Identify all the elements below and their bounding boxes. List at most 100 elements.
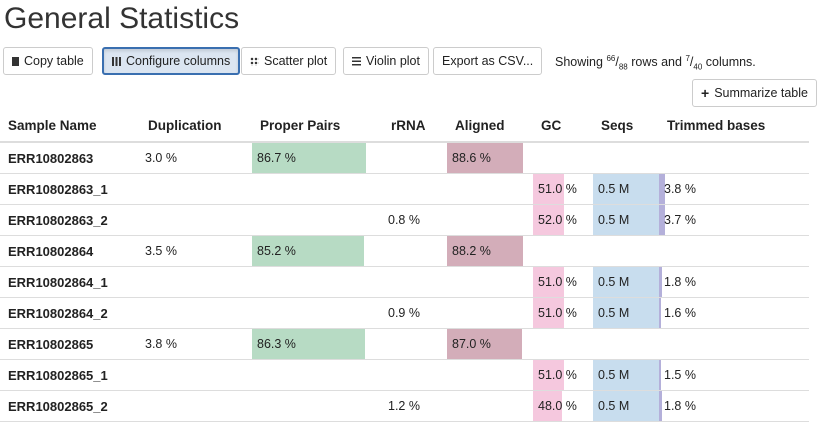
table-cell: [593, 142, 659, 174]
cell-bar: [659, 298, 662, 328]
table-cell: 48.0 %: [533, 390, 593, 422]
table-cell: 51.0 %: [533, 173, 593, 205]
column-header: Proper Pairs: [252, 110, 383, 143]
table-cell: 88.6 %: [447, 142, 533, 174]
cell-value: 0.5 M: [598, 213, 630, 227]
cell-value: 1.2 %: [388, 399, 420, 413]
configure-columns-button[interactable]: Configure columns: [102, 47, 241, 75]
stats-table: Sample Name Duplication Proper Pairs rRNA Al…: [0, 110, 809, 422]
violin-plot-button[interactable]: Violin plot: [343, 47, 429, 75]
cell-bar: [533, 174, 564, 204]
column-header: Seqs: [593, 110, 659, 143]
cell-bar: [659, 360, 662, 390]
table-cell: [447, 204, 533, 236]
cell-bar: [447, 143, 524, 173]
table-cell: 51.0 %: [533, 297, 593, 329]
table-cell: [140, 266, 252, 298]
cell-bar: [659, 205, 665, 235]
cell-value: 52.0 %: [538, 213, 577, 227]
table-cell: [252, 204, 383, 236]
cell-value: 3.0 %: [145, 151, 177, 165]
table-cell: 85.2 %: [252, 235, 383, 267]
table-row: ERR10802864_1 51.0 % 0.5 M 1.8 %: [0, 266, 809, 298]
sample-name: ERR10802864_1: [0, 266, 140, 298]
table-cell: [383, 235, 447, 267]
sample-name: ERR10802864_2: [0, 297, 140, 329]
table-cell: 0.5 M: [593, 297, 659, 329]
button-label: Configure columns: [126, 54, 231, 68]
cell-value: 0.5 M: [598, 399, 630, 413]
table-cell: [447, 390, 533, 422]
cell-value: 0.8 %: [388, 213, 420, 227]
cell-value: 3.8 %: [145, 337, 177, 351]
status-text: columns.: [705, 55, 756, 70]
cell-value: 86.3 %: [257, 337, 296, 351]
cell-bar: [252, 329, 366, 359]
column-header: Trimmed bases: [659, 110, 809, 143]
cell-value: 1.5 %: [664, 368, 696, 382]
cols-shown: 7: [685, 54, 690, 63]
column-header: GC: [533, 110, 593, 143]
cell-value: 1.6 %: [664, 306, 696, 320]
sample-name: ERR10802863_1: [0, 173, 140, 205]
cell-value: 88.2 %: [452, 244, 491, 258]
cols-total: 40: [693, 62, 703, 72]
table-cell: 3.0 %: [140, 142, 252, 174]
cell-value: 86.7 %: [257, 151, 296, 165]
table-cell: 0.5 M: [593, 173, 659, 205]
table-cell: [533, 142, 593, 174]
cell-bar: [252, 236, 364, 266]
table-cell: 1.5 %: [659, 359, 809, 391]
cell-bar: [593, 360, 659, 390]
export-csv-button[interactable]: Export as CSV...: [433, 47, 543, 75]
row-count-status: Showing 66/88 rows and 7/40 columns.: [555, 54, 756, 72]
table-cell: [383, 173, 447, 205]
button-label: Copy table: [24, 54, 84, 68]
status-text: Showing: [555, 55, 603, 70]
cell-value: 1.8 %: [664, 399, 696, 413]
table-cell: 86.7 %: [252, 142, 383, 174]
table-row: ERR10802863 3.0 % 86.7 % 88.6 %: [0, 142, 809, 174]
table-cell: 0.8 %: [383, 204, 447, 236]
table-cell: 1.6 %: [659, 297, 809, 329]
table-cell: [252, 390, 383, 422]
sample-name: ERR10802864: [0, 235, 140, 267]
sample-name: ERR10802865_2: [0, 390, 140, 422]
cell-bar: [593, 391, 659, 421]
table-row: ERR10802865_1 51.0 % 0.5 M 1.5 %: [0, 359, 809, 391]
table-cell: [252, 173, 383, 205]
table-cell: 51.0 %: [533, 359, 593, 391]
button-label: Summarize table: [714, 86, 808, 100]
sample-name: ERR10802863_2: [0, 204, 140, 236]
status-text: rows and: [631, 55, 682, 70]
cell-value: 51.0 %: [538, 275, 577, 289]
cell-value: 48.0 %: [538, 399, 577, 413]
table-cell: [252, 359, 383, 391]
cell-value: 51.0 %: [538, 182, 577, 196]
cell-value: 51.0 %: [538, 306, 577, 320]
table-cell: [447, 173, 533, 205]
table-cell: 3.8 %: [140, 328, 252, 360]
cell-bar: [533, 298, 564, 328]
table-cell: [533, 328, 593, 360]
table-cell: 87.0 %: [447, 328, 533, 360]
rows-shown: 66: [606, 54, 616, 63]
table-cell: 0.5 M: [593, 359, 659, 391]
column-header: Aligned: [447, 110, 533, 143]
button-label: Export as CSV...: [442, 54, 534, 68]
table-cell: 3.5 %: [140, 235, 252, 267]
cell-bar: [659, 267, 662, 297]
table-cell: [593, 235, 659, 267]
scatter-plot-button[interactable]: Scatter plot: [241, 47, 337, 75]
column-header: rRNA: [383, 110, 447, 143]
table-cell: 51.0 %: [533, 266, 593, 298]
table-cell: 3.7 %: [659, 204, 809, 236]
table-cell: [140, 359, 252, 391]
cell-value: 3.8 %: [664, 182, 696, 196]
summarize-table-button[interactable]: + Summarize table: [692, 79, 817, 107]
copy-table-button[interactable]: Copy table: [3, 47, 93, 75]
cell-value: 0.5 M: [598, 275, 630, 289]
sample-name: ERR10802863: [0, 142, 140, 174]
table-cell: [140, 390, 252, 422]
cell-bar: [533, 391, 562, 421]
